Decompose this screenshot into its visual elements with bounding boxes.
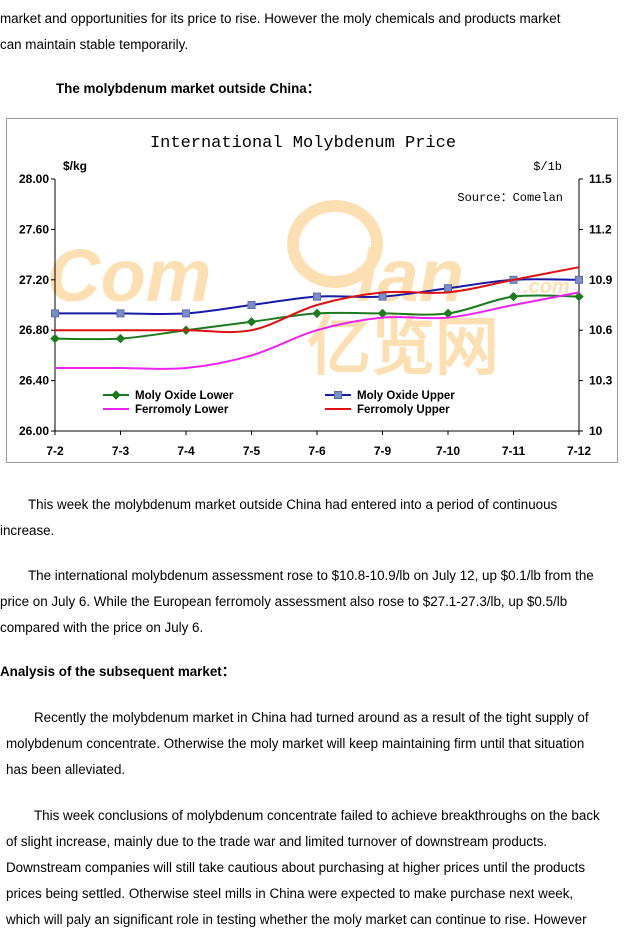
- x-tick-label: 7-10: [436, 444, 460, 458]
- moly-oxide-upper-point: [182, 309, 190, 318]
- watermark-ring: [287, 200, 383, 288]
- moly-oxide-upper-legend-label: Moly Oxide Upper: [357, 390, 455, 402]
- ferromoly-upper-legend-label: Ferromoly Upper: [357, 404, 450, 416]
- moly-oxide-lower-legend-marker: [111, 390, 121, 400]
- paragraph-4-line-2: of slight increase, mainly due to the tr…: [6, 834, 548, 849]
- left-axis-unit: $/kg: [63, 159, 87, 173]
- moly-oxide-upper-point: [247, 301, 256, 309]
- paragraph-4-line-1: This week conclusions of molybdenum conc…: [34, 808, 600, 823]
- intro-line-2: can maintain stable temporarily.: [0, 37, 189, 52]
- chart-axes: 26.00 10 26.40 10.3 26.80 10.6 27.20 10.9 27.60 1…: [19, 172, 613, 458]
- moly-oxide-lower-point: [50, 333, 60, 344]
- paragraph-3-line-3: has been alleviated.: [6, 762, 126, 777]
- left-tick-label: 27.20: [19, 273, 49, 287]
- x-tick-label: 7-2: [46, 444, 64, 458]
- paragraph-4-line-3: Downstream companies will still take cau…: [6, 860, 586, 875]
- left-tick-label: 26.00: [19, 424, 49, 438]
- x-tick-label: 7-9: [374, 444, 392, 458]
- right-tick-label: 10.3: [589, 374, 613, 388]
- paragraph-2-line-1: The international molybdenum assessment …: [28, 568, 594, 583]
- moly-oxide-lower-point: [312, 308, 322, 319]
- moly-oxide-upper-legend-marker: [334, 391, 342, 399]
- ferromoly-lower-legend-label: Ferromoly Lower: [135, 404, 229, 416]
- left-tick-label: 26.40: [19, 374, 49, 388]
- moly-oxide-upper-point: [575, 275, 583, 284]
- moly-oxide-lower-point: [574, 291, 584, 302]
- watermark-word-1: Com: [47, 234, 211, 317]
- moly-oxide-lower-point: [115, 333, 126, 344]
- paragraph-2-line-3: compared with the price on July 6.: [0, 620, 204, 635]
- right-tick-label: 11.2: [589, 222, 612, 236]
- x-tick-label: 7-4: [177, 444, 195, 458]
- right-tick-label: 10: [589, 424, 603, 438]
- x-tick-label: 7-5: [243, 444, 261, 458]
- paragraph-4-line-5: which will paly an significant role in t…: [6, 912, 587, 927]
- moly-oxide-lower-point: [508, 291, 519, 302]
- chart-title: International Molybdenum Price: [150, 134, 456, 153]
- left-tick-label: 26.80: [19, 323, 49, 337]
- paragraph-1-line-1: This week the molybdenum market outside …: [28, 497, 558, 512]
- moly-oxide-upper-point: [378, 292, 387, 301]
- right-tick-label: 10.6: [589, 323, 613, 337]
- intro-line-1: market and opportunities for its price t…: [0, 11, 561, 26]
- x-tick-label: 7-12: [567, 444, 591, 458]
- moly-oxide-upper-point: [116, 309, 125, 318]
- watermark-word-2: lan: [357, 234, 464, 317]
- chart-legend: Moly Oxide Lower Moly Oxide Upper Ferromol…: [103, 390, 455, 416]
- section-heading: The molybdenum market outside China：: [56, 81, 321, 96]
- right-tick-label: 11.5: [589, 172, 612, 186]
- right-tick-label: 10.9: [589, 273, 613, 287]
- paragraph-1-line-2: increase.: [0, 523, 55, 538]
- source-label: Source：Comelan: [457, 191, 563, 205]
- paragraph-3-line-2: molybdenum concentrate. Otherwise the mo…: [6, 736, 585, 751]
- x-tick-label: 7-11: [502, 444, 526, 458]
- chart-svg: Com lan .com 亿览网 International Molybdenu…: [19, 134, 613, 458]
- paragraph-4-line-4: prices being settled. Otherwise steel mi…: [6, 886, 574, 901]
- x-tick-label: 7-3: [112, 444, 130, 458]
- ferromoly-lower-line: [55, 291, 580, 370]
- watermark-logo: Com lan .com 亿览网: [47, 200, 570, 383]
- right-axis-unit: $/1b: [533, 160, 562, 174]
- watermark-cjk: 亿览网: [307, 311, 499, 383]
- moly-oxide-upper-point: [51, 309, 59, 318]
- x-tick-label: 7-6: [308, 444, 326, 458]
- chart-series: [50, 266, 584, 370]
- moly-oxide-upper-point: [313, 292, 321, 301]
- moly-oxide-upper-point: [444, 284, 452, 293]
- left-tick-label: 28.00: [19, 172, 49, 186]
- analysis-heading: Analysis of the subsequent market：: [0, 664, 236, 679]
- left-tick-label: 27.60: [19, 222, 49, 236]
- moly-oxide-lower-point: [246, 317, 257, 327]
- molybdenum-price-chart: Com lan .com 亿览网 International Molybdenu…: [6, 118, 618, 463]
- paragraph-3-line-1: Recently the molybdenum market in China …: [34, 710, 589, 725]
- ferromoly-upper-line: [54, 266, 580, 334]
- watermark-suffix: .com: [523, 276, 570, 298]
- moly-oxide-lower-legend-label: Moly Oxide Lower: [135, 390, 234, 402]
- paragraph-2-line-2: price on July 6. While the European ferr…: [0, 594, 568, 609]
